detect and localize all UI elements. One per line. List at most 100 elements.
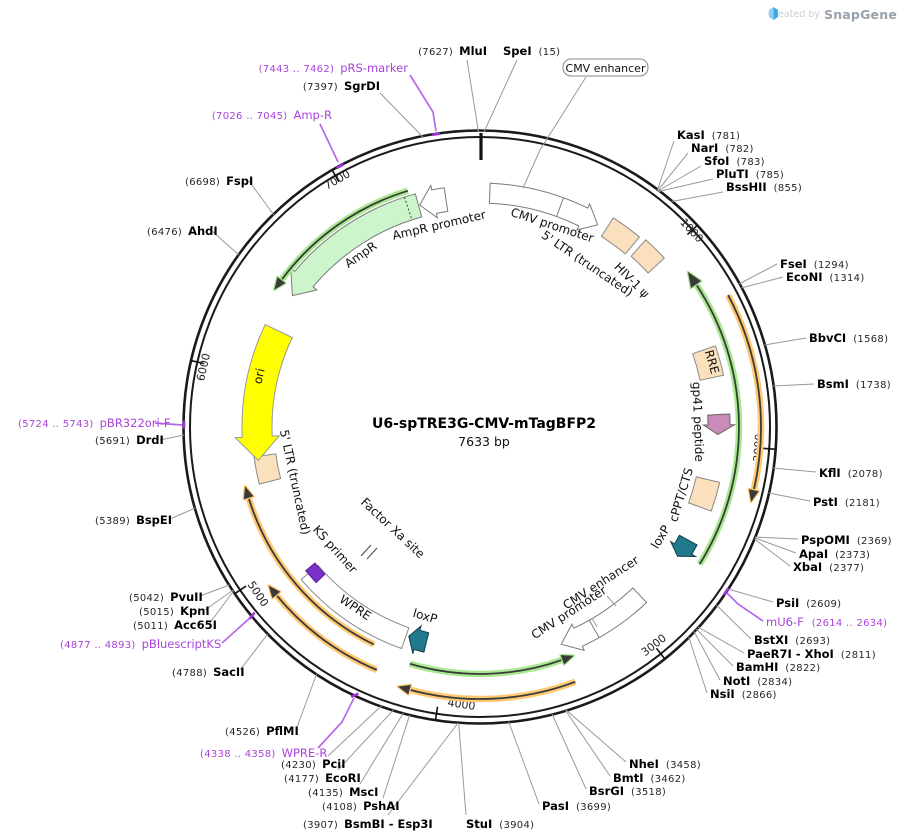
enzyme-label: KflI (2078) — [819, 466, 883, 480]
cmv-promoter-bottom-arrow — [560, 587, 648, 652]
cmv-enhancer-callout-box — [562, 58, 649, 77]
ampr-overlay-head — [273, 275, 287, 291]
cmv-bottom-divider — [588, 619, 600, 638]
enzyme-label: NarI (782) — [691, 141, 754, 155]
enzyme-label: NotI (2834) — [723, 674, 792, 688]
ampr-arrow — [290, 193, 423, 297]
enzyme-label: (4230) PciI — [281, 757, 346, 771]
orange-arrow-bottom-core — [409, 680, 576, 700]
enzyme-leaders — [159, 59, 817, 816]
enzyme-label: KasI (781) — [677, 128, 740, 142]
loxp-bottom-label: loxP — [411, 606, 439, 626]
watermark-created-by: Created by — [767, 9, 820, 20]
enzyme-label: PluTI (785) — [716, 167, 784, 181]
plasmid-length: 7633 bp — [458, 434, 510, 449]
enzyme-label: (6698) FspI — [185, 174, 253, 188]
tick-7000 — [331, 170, 340, 183]
tick-3000 — [655, 647, 666, 659]
rre-box — [692, 345, 725, 381]
tick-6000 — [191, 359, 205, 365]
enzyme-labels: (7627) MluI SpeI (15) (7397) SgrDI KasI (781… — [95, 44, 892, 831]
primer-leader — [154, 422, 183, 426]
factor-xa-label: Factor Xa site — [358, 495, 427, 561]
enzyme-label: (5015) KpnI — [139, 604, 210, 618]
leader-line — [606, 595, 617, 607]
primer-leader — [221, 616, 252, 644]
tick-2000 — [762, 447, 776, 450]
enzyme-label: SpeI (15) — [503, 44, 560, 58]
enzyme-label: (5691) DrdI — [95, 433, 164, 447]
enzyme-label: SfoI (783) — [704, 154, 765, 168]
enzyme-label: PasI (3699) — [542, 799, 611, 813]
orange-arrow-left-inner-head — [242, 485, 255, 501]
orange-arrow-right — [725, 293, 765, 491]
rre-label: RRE — [702, 348, 722, 375]
primer-tick — [722, 587, 730, 596]
enzyme-label: NsiI (2866) — [710, 687, 777, 701]
plasmid-title: U6-spTRE3G-CMV-mTagBFP2 — [372, 416, 596, 432]
cppt-box — [687, 476, 721, 512]
primer-tick — [432, 132, 441, 137]
orange-arrow-left-outer-head — [267, 584, 282, 600]
enzyme-label: StuI (3904) — [466, 817, 534, 831]
transcript-arrows — [242, 270, 765, 703]
orange-arrow-left-inner-core — [247, 497, 375, 646]
primer-tick — [248, 611, 256, 620]
enzyme-label: BsmI (1738) — [817, 377, 891, 391]
primer-label: (7443 .. 7462) pRS-marker — [259, 61, 409, 75]
enzyme-label: (4526) PflMI — [225, 724, 299, 738]
ampr-divider — [403, 196, 413, 221]
enzyme-label: XbaI (2377) — [793, 560, 864, 574]
green-arrow-bottom-core — [409, 658, 563, 675]
gp41-label: gp41 peptide — [690, 382, 707, 462]
tick-label: 3000 — [639, 632, 669, 659]
primer-tick — [335, 163, 345, 170]
loxp-right-label: loxP — [648, 523, 673, 551]
hiv1-psi-box — [630, 239, 666, 274]
orange-arrow-bottom-head — [396, 683, 413, 696]
enzyme-label: (4108) PshAI — [322, 799, 400, 813]
primer-label: (5724 .. 5743) pBR322ori-F — [18, 416, 170, 430]
tick-label: 5000 — [245, 579, 271, 609]
enzyme-label: (4177) EcoRI — [284, 771, 361, 785]
primer-label: mU6-F (2614 .. 2634) — [766, 615, 887, 629]
enzyme-label: (5011) Acc65I — [133, 618, 217, 632]
ltr5-left-label: 5' LTR (truncated) — [277, 428, 313, 536]
enzyme-label: (5389) BspEI — [95, 513, 172, 527]
orange-arrow-left-outer-core — [275, 594, 378, 671]
snapgene-logo-icon — [768, 7, 778, 20]
enzyme-label: (7397) SgrDI — [303, 79, 380, 93]
ampr-overlay-core — [280, 189, 409, 281]
cmv-enhancer-top-label: CMV enhancer — [566, 62, 646, 75]
enzyme-label: (4788) SacII — [172, 665, 244, 679]
primer-label: (4338 .. 4358) WPRE-R — [200, 746, 327, 760]
enzyme-label: BssHII (855) — [726, 180, 802, 194]
ltr5-left-box — [253, 453, 282, 485]
factor-xa-mark — [360, 544, 372, 557]
primer-leader — [317, 697, 355, 749]
gp41-arrow — [701, 413, 737, 436]
enzyme-label: (7627) MluI — [418, 44, 487, 58]
green-arrow-bottom-head — [559, 653, 575, 666]
enzyme-label: EcoNI (1314) — [786, 270, 865, 284]
tick-5000 — [234, 585, 247, 595]
tick-label: 7000 — [322, 167, 353, 192]
enzyme-label: BamHI (2822) — [736, 660, 820, 674]
loxp-bottom-arrow — [408, 624, 430, 654]
primer-label: (7026 .. 7045) Amp-R — [212, 108, 332, 122]
leader-line — [591, 617, 598, 628]
tick-1000 — [686, 225, 698, 236]
enzyme-label: PspOMI (2369) — [801, 533, 892, 547]
wpre-box — [300, 564, 410, 650]
ori-arrow — [234, 323, 293, 462]
watermark-brand: SnapGene — [824, 7, 897, 22]
enzyme-label: BbvCI (1568) — [809, 331, 888, 345]
enzyme-label: (4135) MscI — [308, 785, 378, 799]
leader-line — [522, 76, 587, 189]
ltr5-top-box — [600, 217, 641, 255]
enzyme-label: FseI (1294) — [780, 257, 849, 271]
primer-leader — [409, 74, 437, 132]
enzyme-label: (5042) PvuII — [129, 590, 203, 604]
